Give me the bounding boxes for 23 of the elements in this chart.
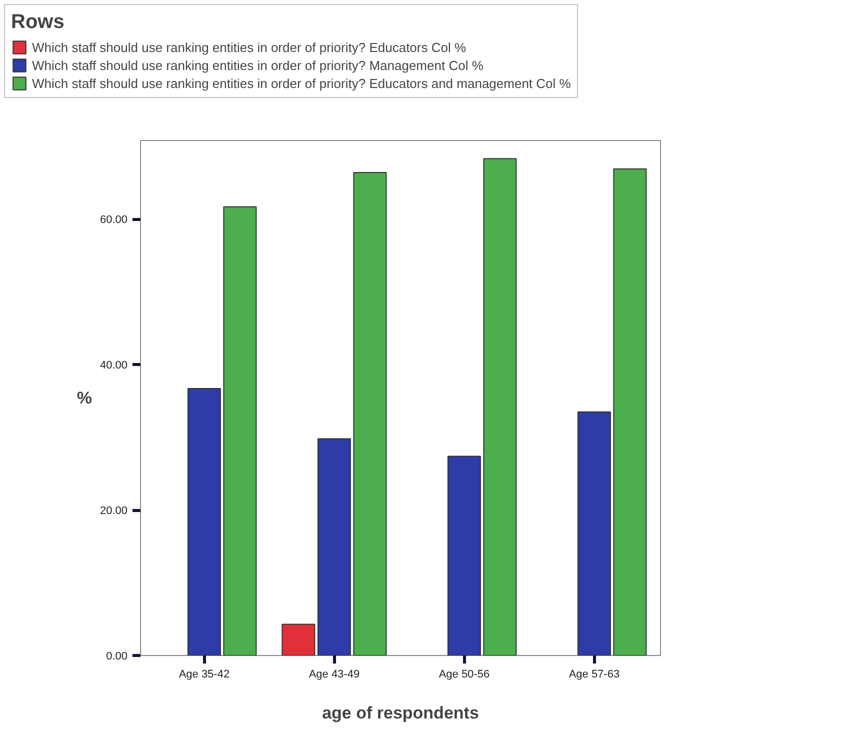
y-tick-label: 0.00 xyxy=(106,650,128,662)
y-tick-label: 40.00 xyxy=(100,360,128,372)
y-axis-title: % xyxy=(76,388,92,408)
x-tick-label: Age 35-42 xyxy=(178,668,230,680)
bar xyxy=(317,438,351,656)
x-axis-title: age of respondents xyxy=(322,704,479,722)
x-tick-label: Age 50-56 xyxy=(438,668,490,680)
bar xyxy=(353,172,387,656)
bar xyxy=(483,158,517,656)
x-tick-label: Age 43-49 xyxy=(308,668,360,680)
bar xyxy=(613,168,647,656)
legend-label: Which staff should use ranking entities in order of priority? Management Col % xyxy=(32,57,484,73)
bar xyxy=(187,388,221,656)
legend-title: Rows xyxy=(11,11,66,34)
bar xyxy=(223,206,257,656)
legend-label: Which staff should use ranking entities in order of priority? Educators and management Col % xyxy=(32,75,571,91)
x-tick-label: Age 57-63 xyxy=(568,668,620,680)
bar xyxy=(577,411,611,656)
bar xyxy=(282,624,316,656)
bar xyxy=(447,456,481,656)
y-tick-label: 20.00 xyxy=(100,505,128,518)
y-tick-label: 60.00 xyxy=(100,214,128,226)
legend-label: Which staff should use ranking entities in order of priority? Educators Col % xyxy=(32,39,466,55)
